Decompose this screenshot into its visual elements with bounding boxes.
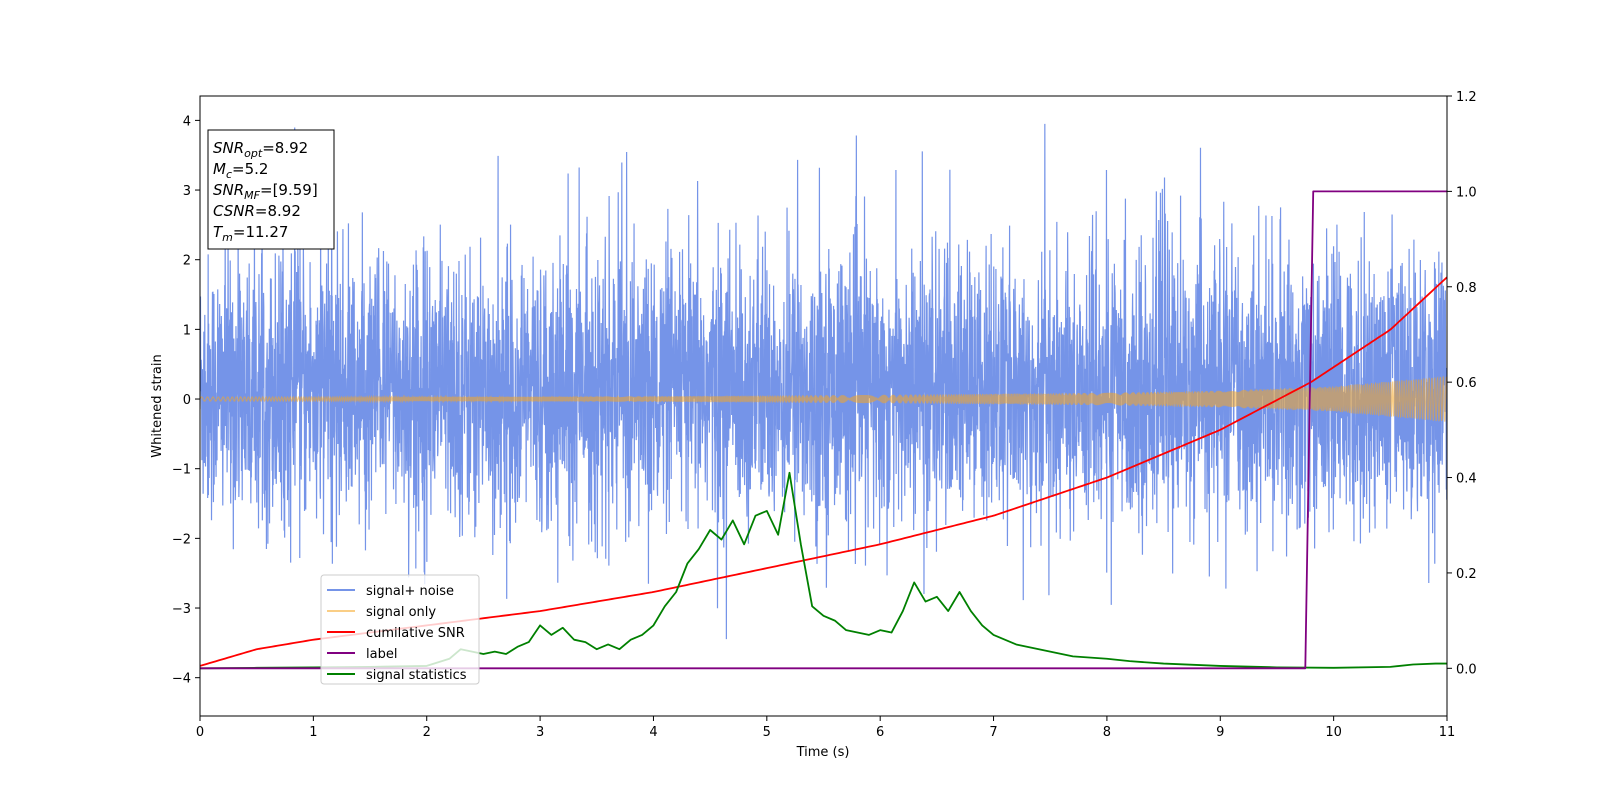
y-right-tick-label: 0.4 — [1456, 472, 1477, 487]
plot-frame — [199, 95, 1448, 717]
y-left-tick-label: −4 — [172, 672, 191, 687]
x-axis-label: Time (s) — [796, 745, 850, 760]
y-axis-label: Whitened strain — [150, 354, 165, 457]
x-tick-label: 3 — [536, 725, 544, 740]
y-right-tick-label: 0.8 — [1456, 281, 1477, 296]
y-right-tick-label: 0.2 — [1456, 567, 1477, 582]
y-right-tick-label: 0.0 — [1456, 662, 1477, 677]
y-right-tick-label: 0.6 — [1456, 376, 1477, 391]
series-label — [200, 190, 1447, 670]
series-signal-noise — [200, 123, 1447, 640]
y-left-tick-label: 4 — [183, 114, 191, 129]
y-axis-left: −4 −3 −2 −1 0 1 2 3 4 — [172, 114, 200, 687]
x-tick-label: 4 — [649, 725, 657, 740]
x-tick-label: 11 — [1439, 725, 1456, 740]
y-left-tick-label: −2 — [172, 532, 191, 547]
info-line: SNRopt=8.92 — [213, 139, 308, 160]
x-tick-label: 7 — [989, 725, 997, 740]
legend-entry: label — [366, 647, 397, 662]
legend-entry: signal only — [366, 605, 436, 620]
info-line: SNRMF=[9.59] — [213, 181, 318, 202]
x-tick-label: 0 — [196, 725, 204, 740]
x-tick-label: 6 — [876, 725, 884, 740]
x-tick-label: 2 — [423, 725, 431, 740]
series-signal-statistics — [200, 471, 1447, 670]
info-box-frame — [207, 129, 335, 250]
y-left-tick-label: 0 — [183, 393, 191, 408]
legend-entry: cumilative SNR — [366, 626, 465, 641]
x-tick-label: 8 — [1103, 725, 1111, 740]
y-right-tick-label: 1.2 — [1456, 90, 1477, 105]
y-axis-right: 0.0 0.2 0.4 0.6 0.8 1.0 1.2 — [1447, 90, 1477, 677]
y-left-tick-label: 3 — [183, 184, 191, 199]
series-signal-only — [200, 375, 1447, 422]
legend: signal+ noise signal only cumilative SNR la… — [320, 574, 480, 685]
x-tick-label: 1 — [309, 725, 317, 740]
info-line: CSNR=8.92 — [213, 202, 301, 220]
legend-items: signal+ noise signal only cumilative SNR la… — [327, 584, 467, 683]
legend-frame — [320, 574, 480, 685]
info-line: Mc=5.2 — [213, 160, 268, 181]
x-axis: 0 1 2 3 4 5 6 7 8 9 10 11 — [196, 716, 1455, 740]
y-right-tick-label: 1.0 — [1456, 185, 1477, 200]
y-left-tick-label: −1 — [172, 463, 191, 478]
x-tick-label: 9 — [1216, 725, 1224, 740]
legend-entry: signal statistics — [366, 668, 467, 683]
info-line: Tm=11.27 — [213, 223, 288, 244]
y-left-tick-label: 1 — [183, 323, 191, 338]
legend-entry: signal+ noise — [366, 584, 454, 599]
y-left-tick-label: 2 — [183, 254, 191, 269]
y-left-tick-label: −3 — [172, 602, 191, 617]
x-tick-label: 5 — [763, 725, 771, 740]
x-tick-label: 10 — [1325, 725, 1342, 740]
